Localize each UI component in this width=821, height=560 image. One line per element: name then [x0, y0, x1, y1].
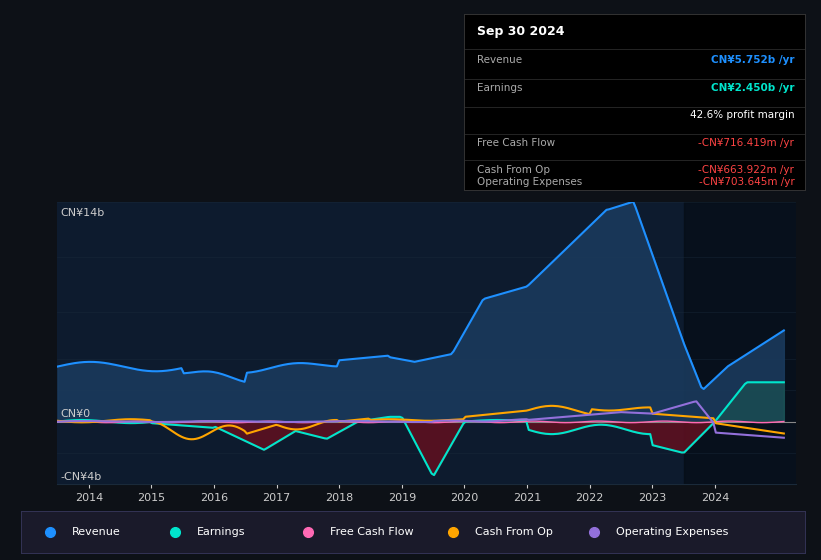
- Text: Operating Expenses: Operating Expenses: [617, 528, 729, 537]
- Text: Earnings: Earnings: [478, 83, 523, 94]
- Text: Revenue: Revenue: [71, 528, 120, 537]
- Text: CN¥5.752b /yr: CN¥5.752b /yr: [711, 55, 795, 65]
- Text: CN¥2.450b /yr: CN¥2.450b /yr: [711, 83, 795, 94]
- Text: -CN¥663.922m /yr: -CN¥663.922m /yr: [699, 165, 795, 175]
- Text: Operating Expenses: Operating Expenses: [478, 177, 583, 187]
- Text: Cash From Op: Cash From Op: [478, 165, 551, 175]
- Bar: [684, 202, 821, 484]
- Text: Revenue: Revenue: [478, 55, 523, 65]
- Text: -CN¥4b: -CN¥4b: [61, 472, 102, 482]
- Text: Cash From Op: Cash From Op: [475, 528, 553, 537]
- Text: CN¥14b: CN¥14b: [61, 208, 105, 218]
- Text: -CN¥703.645m /yr: -CN¥703.645m /yr: [699, 177, 795, 187]
- Text: CN¥0: CN¥0: [61, 409, 91, 419]
- Text: Free Cash Flow: Free Cash Flow: [330, 528, 414, 537]
- Text: 42.6% profit margin: 42.6% profit margin: [690, 110, 795, 120]
- Text: Free Cash Flow: Free Cash Flow: [478, 138, 556, 148]
- Text: Earnings: Earnings: [197, 528, 245, 537]
- Text: Sep 30 2024: Sep 30 2024: [478, 25, 565, 38]
- Text: -CN¥716.419m /yr: -CN¥716.419m /yr: [699, 138, 795, 148]
